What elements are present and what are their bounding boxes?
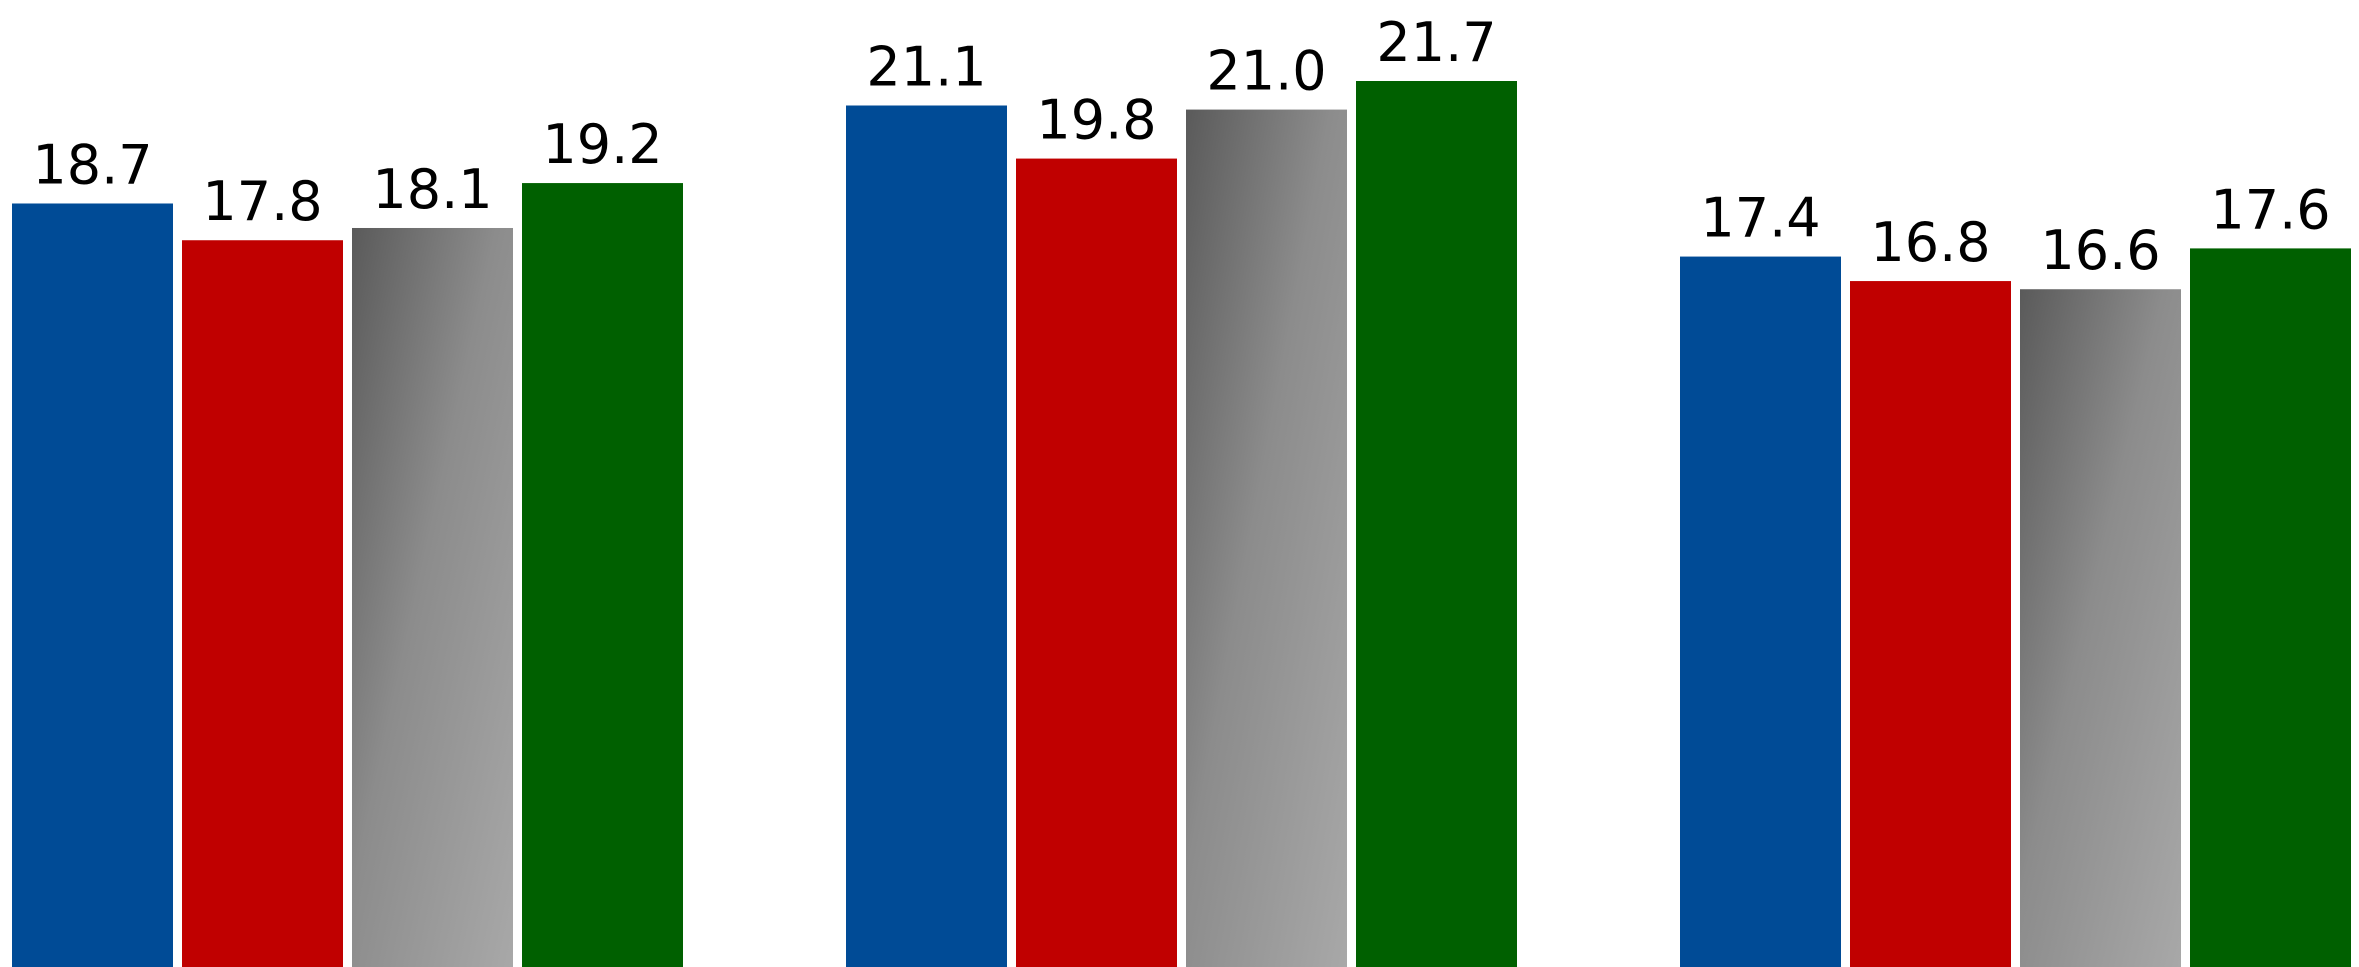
bars-layer xyxy=(12,81,2351,967)
bar-group1-series4 xyxy=(522,183,683,967)
data-label-group2-series1: 21.1 xyxy=(866,35,986,98)
bar-group1-series1 xyxy=(12,203,173,967)
data-label-group2-series3: 21.0 xyxy=(1206,40,1326,103)
bar-group1-series3 xyxy=(352,227,513,967)
data-label-group2-series2: 19.8 xyxy=(1036,89,1156,152)
bar-group2-series2 xyxy=(1016,158,1177,967)
bar-group2-series4 xyxy=(1356,81,1517,967)
bar-group2-series3 xyxy=(1186,109,1347,967)
bar-group3-series4 xyxy=(2190,248,2351,967)
bar-group2-series1 xyxy=(846,105,1007,967)
data-label-group3-series3: 16.6 xyxy=(2040,219,2160,282)
data-label-group2-series4: 21.7 xyxy=(1376,11,1496,74)
data-label-group3-series2: 16.8 xyxy=(1870,211,1990,274)
data-label-group1-series3: 18.1 xyxy=(372,158,492,221)
data-label-group3-series1: 17.4 xyxy=(1700,187,1820,250)
bar-group3-series2 xyxy=(1850,281,2011,967)
data-label-group3-series4: 17.6 xyxy=(2210,178,2330,241)
data-label-group1-series1: 18.7 xyxy=(32,133,152,196)
bar-group1-series2 xyxy=(182,240,343,967)
data-label-group1-series2: 17.8 xyxy=(202,170,322,233)
bar-group3-series1 xyxy=(1680,256,1841,967)
value-labels-layer: 18.7 17.8 18.1 19.2 21.1 19.8 21.0 21.7 17.4 16.8… xyxy=(32,11,2330,282)
data-label-group1-series4: 19.2 xyxy=(542,113,662,176)
bar-group3-series3 xyxy=(2020,289,2181,967)
